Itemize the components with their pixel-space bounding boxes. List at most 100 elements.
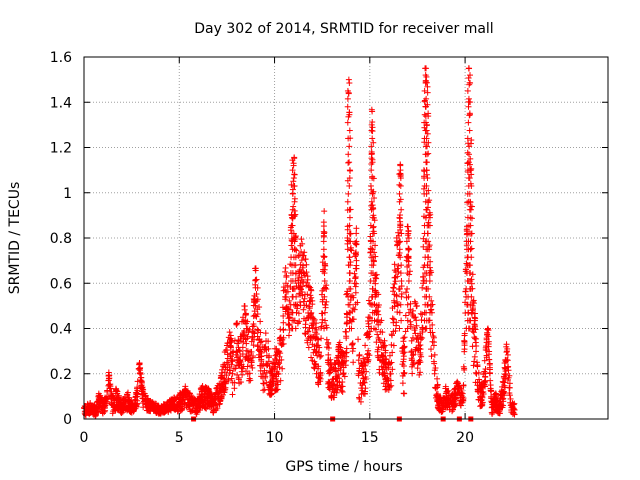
data-point bbox=[486, 361, 493, 368]
spike-point bbox=[404, 325, 411, 332]
peak-point bbox=[363, 359, 370, 366]
peak-point bbox=[282, 280, 289, 287]
spike-point bbox=[467, 80, 474, 87]
data-point bbox=[89, 406, 96, 413]
peak-point bbox=[454, 388, 461, 395]
peak-point bbox=[275, 370, 282, 377]
data-point bbox=[237, 333, 244, 340]
data-point bbox=[204, 385, 211, 392]
data-point bbox=[170, 398, 177, 405]
peak-point bbox=[383, 375, 390, 382]
spike-point bbox=[368, 198, 375, 205]
spike-point bbox=[468, 309, 475, 316]
spike-point bbox=[467, 214, 474, 221]
data-point bbox=[449, 408, 456, 415]
spike-point bbox=[369, 301, 376, 308]
spike-point bbox=[466, 127, 473, 134]
peak-point bbox=[492, 397, 499, 404]
data-point bbox=[409, 311, 416, 318]
peak-point bbox=[252, 284, 259, 291]
data-point bbox=[427, 258, 434, 265]
axis-ticks bbox=[83, 56, 608, 420]
data-point bbox=[319, 298, 326, 305]
data-point bbox=[386, 352, 393, 359]
data-point bbox=[507, 395, 514, 402]
spike-point bbox=[423, 135, 430, 142]
data-point bbox=[356, 365, 363, 372]
data-point bbox=[300, 306, 307, 313]
data-point bbox=[477, 403, 484, 410]
data-point bbox=[304, 328, 311, 335]
data-point bbox=[387, 377, 394, 384]
data-point bbox=[255, 327, 262, 334]
spike-point bbox=[369, 175, 376, 182]
spike-point bbox=[292, 325, 299, 332]
data-point bbox=[484, 331, 491, 338]
data-point bbox=[475, 396, 482, 403]
data-point bbox=[413, 336, 420, 343]
peak-point bbox=[176, 400, 183, 407]
peak-point bbox=[336, 359, 343, 366]
data-point bbox=[464, 149, 471, 156]
data-point bbox=[310, 321, 317, 328]
data-point bbox=[304, 337, 311, 344]
data-point bbox=[272, 375, 279, 382]
data-point bbox=[369, 119, 376, 126]
data-point bbox=[314, 342, 321, 349]
data-point bbox=[250, 296, 257, 303]
data-point bbox=[356, 351, 363, 358]
data-point bbox=[229, 358, 236, 365]
data-point bbox=[123, 391, 130, 398]
data-point bbox=[391, 261, 398, 268]
spike-point bbox=[405, 293, 412, 300]
data-point bbox=[482, 374, 489, 381]
data-point bbox=[511, 400, 518, 407]
data-point bbox=[202, 384, 209, 391]
spike-point bbox=[466, 72, 473, 79]
data-point bbox=[356, 394, 363, 401]
data-point bbox=[396, 171, 403, 178]
data-point bbox=[316, 375, 323, 382]
data-point bbox=[411, 327, 418, 334]
spike-point bbox=[465, 151, 472, 158]
data-point bbox=[287, 227, 294, 234]
data-point bbox=[467, 155, 474, 162]
data-point bbox=[390, 297, 397, 304]
data-point bbox=[444, 388, 451, 395]
data-point bbox=[357, 398, 364, 405]
data-point bbox=[413, 303, 420, 310]
spike-point bbox=[398, 317, 405, 324]
data-point bbox=[247, 377, 254, 384]
data-point bbox=[309, 297, 316, 304]
spike-point bbox=[347, 246, 354, 253]
peak-point bbox=[223, 359, 230, 366]
peak-point bbox=[162, 404, 169, 411]
spike-point bbox=[369, 270, 376, 277]
spike-point bbox=[371, 309, 378, 316]
data-point bbox=[107, 383, 114, 390]
data-point bbox=[396, 181, 403, 188]
data-point bbox=[366, 352, 373, 359]
spike-point bbox=[347, 270, 354, 277]
data-point bbox=[109, 410, 116, 417]
data-point bbox=[310, 349, 317, 356]
data-point bbox=[325, 339, 332, 346]
data-point bbox=[503, 341, 510, 348]
data-point bbox=[343, 335, 350, 342]
data-point bbox=[256, 304, 263, 311]
peak-point bbox=[387, 370, 394, 377]
spike-point bbox=[398, 262, 405, 269]
data-point bbox=[392, 278, 399, 285]
spike-point bbox=[423, 182, 430, 189]
peak-point bbox=[351, 280, 358, 287]
spike-point bbox=[423, 95, 430, 102]
spike-point bbox=[322, 317, 329, 324]
data-point bbox=[390, 342, 397, 349]
data-point bbox=[108, 401, 115, 408]
spike-point bbox=[347, 262, 354, 269]
data-point bbox=[419, 324, 426, 331]
data-point bbox=[249, 323, 256, 330]
peak-point bbox=[345, 76, 352, 83]
spike-point bbox=[398, 277, 405, 284]
data-point bbox=[421, 98, 428, 105]
